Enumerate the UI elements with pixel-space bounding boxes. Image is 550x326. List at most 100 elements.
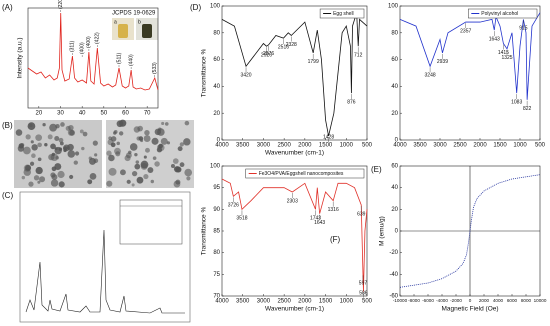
y-axis-label: M (emu/g) <box>379 216 386 246</box>
particle <box>44 143 48 147</box>
x-tick-label: 70 <box>144 111 151 117</box>
legend-box <box>468 8 538 19</box>
particle <box>131 170 138 177</box>
particle <box>106 180 113 187</box>
particle <box>74 151 80 156</box>
x-tick-label: 2000 <box>479 298 490 303</box>
particle <box>160 137 168 145</box>
particle <box>67 150 76 158</box>
particle <box>73 160 78 165</box>
particle <box>118 131 124 136</box>
peak-label: 876 <box>347 99 356 105</box>
particle <box>110 136 117 142</box>
x-tick-label: -8000 <box>408 298 420 303</box>
y-tick-label: 60 <box>391 57 398 63</box>
particle <box>116 141 120 146</box>
particle <box>184 168 193 177</box>
particle <box>175 179 181 185</box>
particle <box>157 128 165 136</box>
particle <box>135 160 140 164</box>
x-tick-label: 4000 <box>215 299 229 305</box>
inset-photos: a b JCPDS 19-0629 <box>112 11 158 40</box>
x-tick-label: 1500 <box>319 143 333 149</box>
particle <box>47 134 53 140</box>
particle <box>42 123 46 127</box>
x-tick-label: 2500 <box>277 299 291 305</box>
particle <box>37 142 42 148</box>
legend-label: Fe3O4/PVA/Eggshell nanocomposites <box>259 171 344 177</box>
peak-label: 2357 <box>460 28 471 34</box>
particle <box>179 142 184 147</box>
particle <box>37 157 42 162</box>
particle <box>89 172 97 180</box>
y-tick-label: 80 <box>391 30 398 36</box>
particle <box>51 174 58 181</box>
particle <box>145 147 150 153</box>
particle <box>18 143 24 149</box>
x-tick-label: 1000 <box>513 143 527 149</box>
particle <box>23 146 31 155</box>
particle <box>113 131 117 135</box>
particle <box>186 176 191 181</box>
x-tick-label: 10000 <box>534 298 547 303</box>
particle <box>49 123 58 132</box>
particle <box>143 135 151 143</box>
y-tick-label: 20 <box>391 207 398 213</box>
series-line <box>27 12 159 91</box>
panel-label: (A) <box>2 3 13 12</box>
peak-label: (440) <box>128 54 134 66</box>
y-tick-label: 100 <box>210 4 221 10</box>
particle <box>140 163 148 170</box>
particle <box>69 174 74 179</box>
peak-label: 1428 <box>323 134 334 140</box>
particle <box>67 143 74 151</box>
x-tick-label: -10000 <box>393 298 408 303</box>
x-tick-label: 500 <box>362 299 373 305</box>
particle <box>87 179 93 185</box>
series-line <box>399 12 541 100</box>
particle <box>54 163 62 171</box>
particle <box>126 179 131 184</box>
x-tick-label: 3000 <box>257 299 271 305</box>
x-tick-label: -4000 <box>436 298 448 303</box>
y-tick-label: 40 <box>391 185 398 191</box>
particle <box>33 175 40 181</box>
particle <box>106 150 112 156</box>
particle <box>30 140 34 144</box>
panel-label: (F) <box>330 235 341 244</box>
peak-label: (220) <box>58 0 64 9</box>
particle <box>25 134 31 140</box>
particle <box>147 167 154 173</box>
x-tick-label: 3500 <box>236 299 250 305</box>
y-tick-label: 20 <box>213 111 220 117</box>
x-tick-label: 6000 <box>507 298 518 303</box>
y-tick-label: 40 <box>213 84 220 90</box>
y-tick-label: 70 <box>213 294 220 300</box>
series-line <box>221 12 368 137</box>
y-tick-label: 75 <box>213 272 220 278</box>
x-tick-label: 20 <box>35 111 42 117</box>
peak-label: 822 <box>523 106 532 112</box>
particle <box>152 156 157 160</box>
particle <box>28 181 34 187</box>
particle <box>67 129 75 136</box>
particle <box>120 169 126 176</box>
x-tick-label: 40 <box>79 111 86 117</box>
particle <box>183 138 191 146</box>
y-tick-label: 0 <box>395 229 399 235</box>
x-tick-label: 8000 <box>521 298 532 303</box>
x-tick-label: 60 <box>122 111 129 117</box>
peak-label: (422) <box>95 32 101 44</box>
particle <box>54 136 60 142</box>
particle <box>164 122 169 126</box>
x-tick-label: 1000 <box>340 299 354 305</box>
particle <box>184 120 190 126</box>
particle <box>170 163 175 168</box>
x-tick-label: 4000 <box>393 143 407 149</box>
particle <box>143 173 149 180</box>
y-axis-label: Transmittance % <box>201 49 208 98</box>
particle <box>58 181 65 188</box>
particle <box>174 166 181 173</box>
x-tick-label: 4000 <box>215 143 229 149</box>
peak-label: (511) <box>116 52 122 64</box>
